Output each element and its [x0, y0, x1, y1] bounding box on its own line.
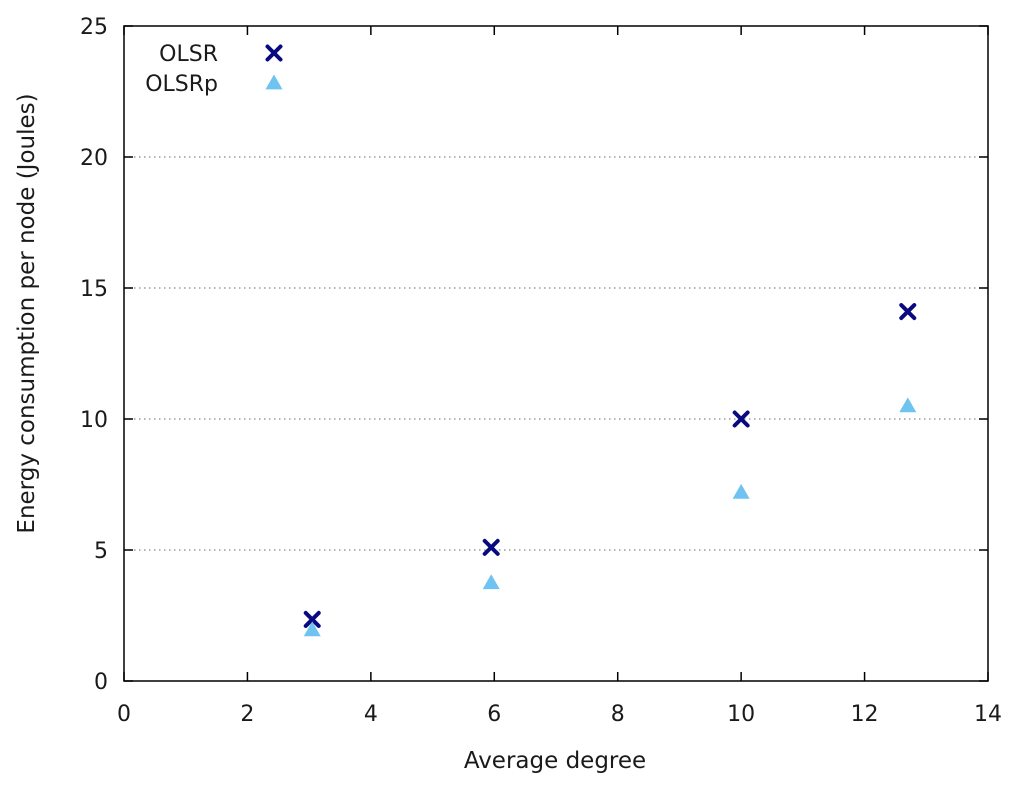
y-tick-label: 0	[94, 670, 108, 695]
legend: OLSR OLSRp	[145, 42, 283, 97]
x-tick-label: 2	[240, 702, 254, 727]
gridlines	[124, 156, 988, 551]
x-tick-label: 14	[974, 702, 1002, 727]
plot-area-frame	[123, 25, 989, 682]
x-tick-label: 10	[727, 702, 755, 727]
x-tick-label: 6	[487, 702, 501, 727]
x-axis-label: Average degree	[464, 748, 646, 774]
y-tick-label: 25	[80, 15, 108, 40]
data-point-olsr	[303, 610, 321, 628]
legend-label-olsrp: OLSRp	[145, 72, 218, 97]
axis-ticks: 0 5 10 15 20 25 0 2 4 6 8 10 12 14	[80, 15, 1002, 727]
data-point-olsrp	[899, 397, 917, 413]
data-point-olsr	[732, 410, 750, 428]
legend-marker-olsr	[265, 44, 283, 62]
data-point-olsr	[899, 303, 917, 321]
x-tick-label: 4	[364, 702, 378, 727]
x-tick-label: 8	[611, 702, 625, 727]
legend-label-olsr: OLSR	[159, 42, 218, 67]
y-tick-label: 10	[80, 408, 108, 433]
data-point-olsrp	[303, 621, 321, 637]
x-tick-label: 0	[117, 702, 131, 727]
x-tick-label: 12	[851, 702, 879, 727]
data-point-olsr	[482, 538, 500, 556]
y-tick-label: 15	[80, 277, 108, 302]
data-point-olsrp	[482, 574, 500, 590]
y-tick-label: 5	[94, 539, 108, 564]
data-points	[303, 303, 917, 637]
data-point-olsrp	[732, 483, 750, 499]
legend-marker-olsrp	[265, 74, 283, 90]
y-tick-label: 20	[80, 146, 108, 171]
y-axis-label: Energy consumption per node (Joules)	[14, 93, 40, 533]
